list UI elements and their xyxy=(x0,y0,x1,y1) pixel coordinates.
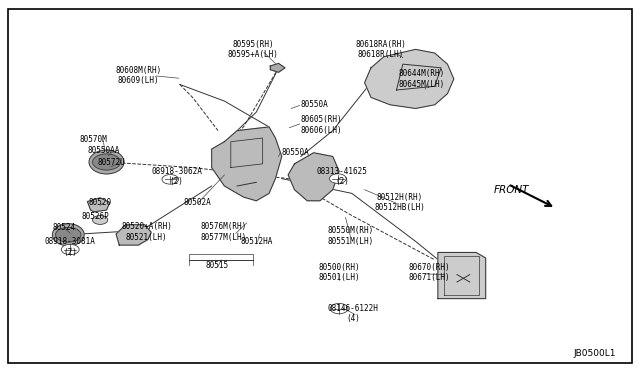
Text: 08146-6122H
(4): 08146-6122H (4) xyxy=(328,304,379,323)
Polygon shape xyxy=(365,49,454,109)
Text: 80512HA: 80512HA xyxy=(240,237,273,246)
Circle shape xyxy=(330,304,348,314)
Circle shape xyxy=(93,215,108,224)
Text: 80550A: 80550A xyxy=(282,148,310,157)
Polygon shape xyxy=(116,225,151,245)
Text: 80550AA: 80550AA xyxy=(87,147,120,155)
Text: 80520+A(RH)
80521(LH): 80520+A(RH) 80521(LH) xyxy=(121,222,172,242)
Circle shape xyxy=(330,174,346,183)
Polygon shape xyxy=(438,253,486,299)
Text: 80550M(RH)
80551M(LH): 80550M(RH) 80551M(LH) xyxy=(328,226,374,246)
Text: 80595(RH)
80595+A(LH): 80595(RH) 80595+A(LH) xyxy=(228,40,278,59)
Polygon shape xyxy=(212,127,282,201)
Text: JB0500L1: JB0500L1 xyxy=(574,350,616,359)
Text: 08313-41625
(2): 08313-41625 (2) xyxy=(317,167,368,186)
Circle shape xyxy=(93,154,120,170)
Text: 80670(RH)
80671(LH): 80670(RH) 80671(LH) xyxy=(409,263,451,282)
Text: 80500(RH)
80501(LH): 80500(RH) 80501(LH) xyxy=(318,263,360,282)
Ellipse shape xyxy=(52,224,84,246)
Text: 80608M(RH)
80609(LH): 80608M(RH) 80609(LH) xyxy=(115,65,161,85)
Text: 80524: 80524 xyxy=(52,223,76,232)
Text: FRONT: FRONT xyxy=(493,185,529,195)
Text: 80550A: 80550A xyxy=(301,100,328,109)
Polygon shape xyxy=(270,63,285,72)
Text: 80520: 80520 xyxy=(88,198,112,207)
Polygon shape xyxy=(88,198,109,212)
Text: 80644M(RH)
80645M(LH): 80644M(RH) 80645M(LH) xyxy=(399,69,445,89)
Circle shape xyxy=(162,174,179,184)
Polygon shape xyxy=(288,153,339,201)
Ellipse shape xyxy=(89,150,124,174)
Text: 80576M(RH)
80577M(LH): 80576M(RH) 80577M(LH) xyxy=(200,222,246,242)
Text: 80515: 80515 xyxy=(205,261,228,270)
Text: 80605(RH)
80606(LH): 80605(RH) 80606(LH) xyxy=(301,115,342,135)
Text: 08918-3081A
(2): 08918-3081A (2) xyxy=(45,237,95,257)
Text: 80618RA(RH)
80618R(LH): 80618RA(RH) 80618R(LH) xyxy=(355,40,406,59)
Circle shape xyxy=(56,227,81,242)
Text: 80570M: 80570M xyxy=(80,135,108,144)
Text: 80512H(RH)
80512HB(LH): 80512H(RH) 80512HB(LH) xyxy=(374,193,425,212)
Text: 80502A: 80502A xyxy=(184,198,212,207)
Text: 80526P: 80526P xyxy=(82,212,109,221)
Circle shape xyxy=(61,244,79,255)
Text: 08918-3062A
(2): 08918-3062A (2) xyxy=(151,167,202,186)
Text: 80572U: 80572U xyxy=(97,157,125,167)
